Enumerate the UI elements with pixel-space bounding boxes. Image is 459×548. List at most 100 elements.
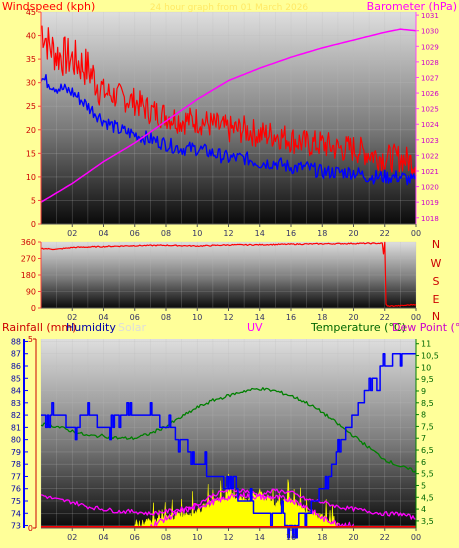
wind-x-tick-label: 22 xyxy=(380,229,390,238)
humidity-tick-label: 74 xyxy=(11,509,21,518)
direction-tick-label: 360 xyxy=(21,238,36,247)
humidity-tick-label: 75 xyxy=(11,497,21,506)
direction-x-tick-label: 18 xyxy=(317,313,327,322)
windspeed-tick-label: 35 xyxy=(26,55,36,64)
compass-label: N xyxy=(432,238,440,251)
barometer-tick-label: 1028 xyxy=(421,59,439,67)
wind-x-tick-label: 00 xyxy=(411,229,421,238)
rain-x-tick-label: 20 xyxy=(348,533,358,542)
rain-x-tick-label: 02 xyxy=(67,533,77,542)
humidity-line xyxy=(41,352,416,539)
barometer-tick-label: 1027 xyxy=(421,74,439,82)
rain-x-tick-label: 18 xyxy=(317,533,327,542)
direction-tick-label: 0 xyxy=(31,304,36,313)
windspeed-tick-label: 45 xyxy=(26,8,36,17)
barometer-tick-label: 1029 xyxy=(421,43,439,51)
barometer-tick-label: 1019 xyxy=(421,199,439,207)
temperature-tick-label: 10 xyxy=(421,363,431,372)
windspeed-tick-label: 25 xyxy=(26,102,36,111)
windspeed-tick-label: 15 xyxy=(26,149,36,158)
windspeed-tick-label: 30 xyxy=(26,79,36,88)
windspeed-tick-label: 40 xyxy=(26,32,36,41)
barometer-tick-label: 1024 xyxy=(421,121,439,129)
direction-tick-label: 90 xyxy=(26,288,36,297)
rainfall-title: Rainfall (mm) xyxy=(2,321,76,334)
rain-x-tick-label: 14 xyxy=(255,533,265,542)
barometer-title: Barometer (hPa) xyxy=(367,0,457,13)
humidity-tick-label: 81 xyxy=(11,423,21,432)
direction-x-tick-label: 10 xyxy=(192,313,202,322)
direction-tick-label: 270 xyxy=(21,255,36,264)
rain-x-tick-label: 04 xyxy=(98,533,108,542)
humidity-tick-label: 83 xyxy=(11,399,21,408)
rainfall-tick-label: 5 xyxy=(28,335,33,344)
barometer-tick-label: 1020 xyxy=(421,184,439,192)
barometer-tick-label: 1022 xyxy=(421,152,439,160)
humidity-tick-label: 79 xyxy=(11,448,21,457)
temperature-tick-label: 4,5 xyxy=(421,493,434,502)
temperature-tick-label: 10,5 xyxy=(421,352,439,361)
wind-average-line xyxy=(40,73,417,186)
humidity-tick-label: 80 xyxy=(11,436,21,445)
direction-panel-x-axis: 02 04 06 08 10 12 14 16 18 20 22 00 xyxy=(41,307,421,322)
wind-x-tick-label: 20 xyxy=(348,229,358,238)
humidity-axis: 73 74 75 76 77 78 79 80 81 82 83 84 85 86 87 88 xyxy=(11,337,28,531)
rain-x-tick-label: 06 xyxy=(130,533,140,542)
temperature-tick-label: 6,5 xyxy=(421,446,434,455)
temperature-tick-label: 8,5 xyxy=(421,399,434,408)
direction-x-tick-label: 00 xyxy=(411,313,421,322)
temperature-tick-label: 6 xyxy=(421,458,426,467)
humidity-tick-label: 73 xyxy=(11,522,21,531)
windspeed-axis: 0 5 10 15 20 25 30 35 40 45 xyxy=(26,8,41,229)
wind-panel-bg xyxy=(41,12,416,224)
rain-panel-x-axis: 02 04 06 08 10 12 14 16 18 20 22 00 xyxy=(41,527,421,542)
compass-label: W xyxy=(431,257,442,270)
temperature-title: Temperature (°C) xyxy=(310,321,406,334)
direction-x-tick-label: 16 xyxy=(286,313,296,322)
temperature-tick-label: 7,5 xyxy=(421,422,434,431)
wind-panel-series xyxy=(40,25,417,203)
temperature-tick-label: 7 xyxy=(421,434,426,443)
humidity-tick-label: 77 xyxy=(11,472,21,481)
rain-x-tick-label: 22 xyxy=(380,533,390,542)
uv-title: UV xyxy=(247,321,263,334)
temperature-tick-label: 9 xyxy=(421,387,426,396)
rain-x-tick-label: 08 xyxy=(161,533,171,542)
direction-x-tick-label: 14 xyxy=(255,313,265,322)
solar-title: Solar xyxy=(118,321,147,334)
direction-x-tick-label: 20 xyxy=(348,313,358,322)
wind-x-tick-label: 02 xyxy=(67,229,77,238)
compass-label: E xyxy=(433,293,440,306)
barometer-tick-label: 1025 xyxy=(421,106,439,114)
rain-panel-series xyxy=(40,352,417,539)
temperature-tick-label: 11 xyxy=(421,340,431,349)
rainfall-axis: 05 xyxy=(28,335,36,533)
windspeed-tick-label: 5 xyxy=(31,196,36,205)
direction-panel-series xyxy=(40,241,417,308)
rain-x-tick-label: 10 xyxy=(192,533,202,542)
direction-x-tick-label: 04 xyxy=(98,313,108,322)
humidity-tick-label: 86 xyxy=(11,362,21,371)
wind-x-tick-label: 10 xyxy=(192,229,202,238)
humidity-tick-label: 78 xyxy=(11,460,21,469)
humidity-title: Humidity xyxy=(66,321,116,334)
direction-x-tick-label: 02 xyxy=(67,313,77,322)
temperature-line xyxy=(40,387,417,473)
compass-label: S xyxy=(433,275,440,288)
windspeed-tick-label: 0 xyxy=(31,220,36,229)
windspeed-tick-label: 20 xyxy=(26,126,36,135)
wind-panel-x-axis: 02 04 06 08 10 12 14 16 18 20 22 00 xyxy=(41,223,421,238)
wind-x-tick-label: 04 xyxy=(98,229,108,238)
windspeed-tick-label: 10 xyxy=(26,173,36,182)
humidity-tick-label: 87 xyxy=(11,350,21,359)
rain-x-tick-label: 12 xyxy=(223,533,233,542)
humidity-tick-label: 76 xyxy=(11,485,21,494)
dewpoint-title: Dew Point (°C xyxy=(392,321,459,334)
temperature-tick-label: 3,5 xyxy=(421,517,434,526)
humidity-tick-label: 88 xyxy=(11,337,21,346)
barometer-tick-label: 1030 xyxy=(421,28,439,36)
wind-x-tick-label: 08 xyxy=(161,229,171,238)
wind-x-tick-label: 18 xyxy=(317,229,327,238)
